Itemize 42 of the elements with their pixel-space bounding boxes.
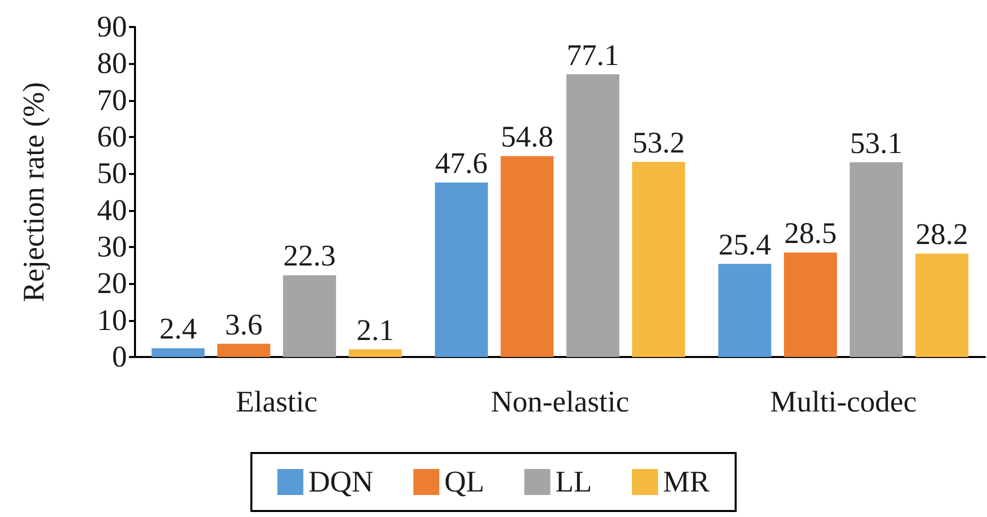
x-tick-label: Multi-codec: [770, 386, 917, 418]
y-tick-label: 80: [97, 47, 127, 80]
data-label: 22.3: [283, 240, 336, 273]
data-label: 47.6: [435, 146, 488, 180]
bar: [566, 74, 620, 357]
bar: [500, 156, 554, 357]
y-tick-label: 60: [97, 120, 127, 154]
data-label: 25.4: [718, 228, 772, 262]
y-tick-label: 70: [97, 84, 127, 117]
bar: [915, 254, 968, 357]
data-label: 77.1: [566, 38, 620, 72]
data-label: 28.5: [784, 217, 837, 250]
legend-label: LL: [555, 466, 592, 498]
y-axis-title: Rejection rate (%): [18, 82, 50, 302]
data-label: 3.6: [225, 308, 263, 342]
legend-label: MR: [662, 466, 710, 498]
bar: [784, 252, 837, 357]
bar: [718, 264, 772, 357]
y-tick-label: 40: [97, 194, 127, 227]
bar: [217, 344, 270, 357]
legend-label: DQN: [308, 466, 374, 498]
bar: [632, 162, 686, 357]
y-tick-label: 90: [97, 10, 127, 44]
y-tick-label: 50: [97, 157, 127, 190]
bar: [348, 349, 402, 357]
y-tick-label: 20: [97, 267, 127, 300]
data-label: 53.2: [632, 126, 685, 160]
bar: [152, 348, 205, 357]
x-tick-label: Non-elastic: [490, 386, 630, 418]
y-tick-label: 30: [97, 230, 127, 264]
bar: [850, 162, 903, 357]
data-label: 54.8: [500, 120, 554, 154]
bar: [283, 275, 336, 357]
data-label: 28.2: [916, 218, 968, 252]
legend-label: QL: [444, 466, 484, 498]
x-tick-label: Elastic: [236, 386, 318, 418]
y-tick-label: 10: [97, 304, 127, 337]
data-label: 53.1: [850, 126, 902, 160]
bar: [434, 182, 488, 357]
data-label: 2.1: [356, 314, 394, 347]
y-tick-label: 0: [112, 340, 127, 374]
data-label: 2.4: [159, 312, 197, 346]
